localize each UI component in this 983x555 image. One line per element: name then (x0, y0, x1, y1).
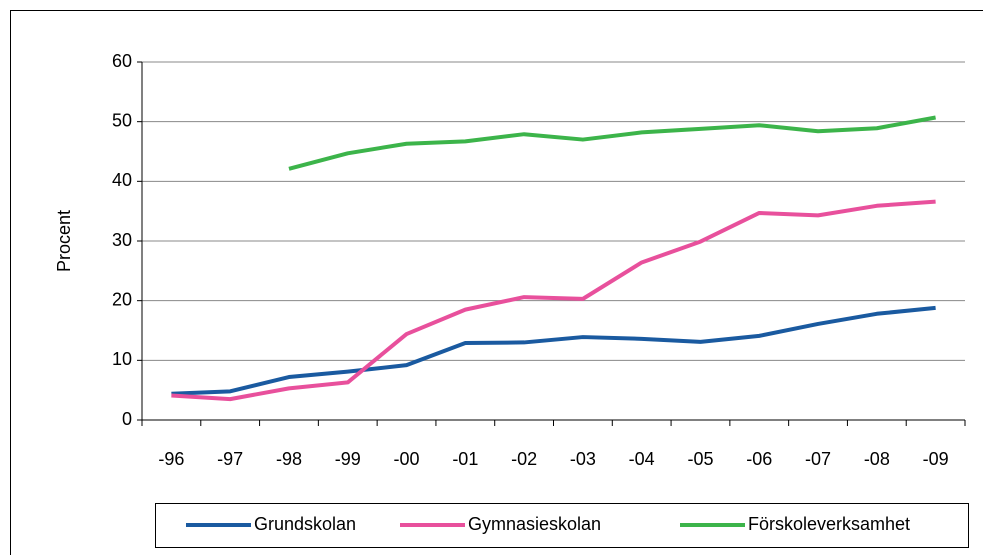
x-tick-label: -99 (335, 449, 361, 469)
x-tick-label: -98 (276, 449, 302, 469)
y-tick-label: 10 (112, 349, 132, 369)
x-tick-label: -01 (452, 449, 478, 469)
legend-label: Gymnasieskolan (468, 514, 601, 534)
series-line (171, 199, 936, 402)
x-tick-label: -07 (805, 449, 831, 469)
x-tick-label: -02 (511, 449, 537, 469)
x-tick-label: -00 (394, 449, 420, 469)
y-tick-label: 20 (112, 289, 132, 309)
series-line (171, 305, 936, 396)
y-tick-label: 0 (122, 409, 132, 429)
x-tick-label: -08 (864, 449, 890, 469)
legend-label: Grundskolan (254, 514, 356, 534)
x-tick-label: -97 (217, 449, 243, 469)
y-tick-label: 60 (112, 51, 132, 71)
x-tick-label: -04 (629, 449, 655, 469)
series-line (288, 115, 936, 171)
legend-label: Förskoleverksamhet (748, 514, 910, 534)
x-tick-label: -96 (158, 449, 184, 469)
y-tick-label: 30 (112, 230, 132, 250)
legend-box (155, 503, 969, 548)
y-tick-label: 50 (112, 110, 132, 130)
x-tick-label: -06 (746, 449, 772, 469)
x-tick-label: -03 (570, 449, 596, 469)
chart-frame (10, 10, 983, 555)
x-tick-label: -05 (687, 449, 713, 469)
x-tick-label: -09 (923, 449, 949, 469)
y-tick-label: 40 (112, 170, 132, 190)
y-axis-title: Procent (54, 210, 74, 272)
